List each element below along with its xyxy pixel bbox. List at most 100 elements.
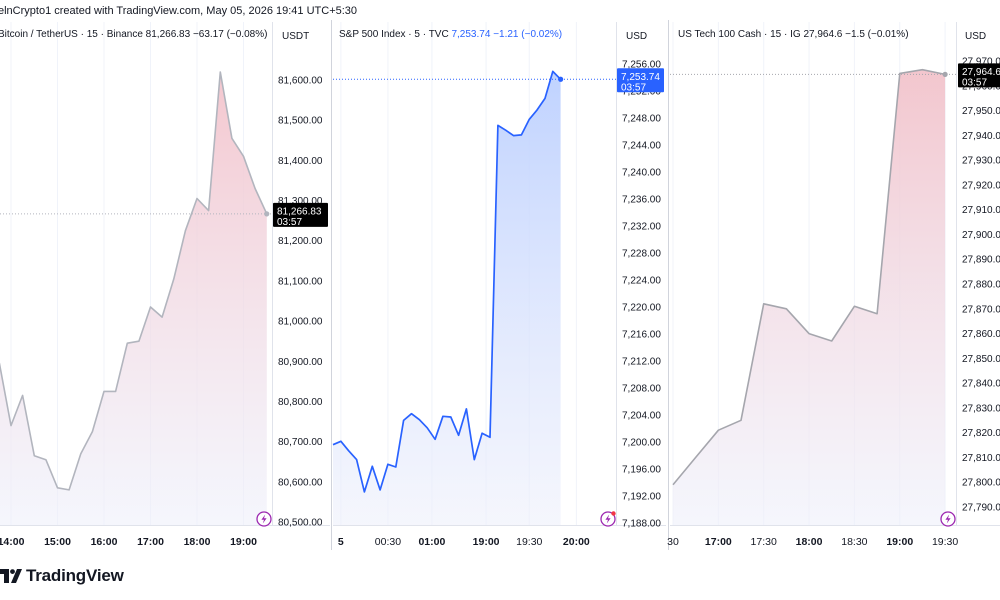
- y-tick-label: 7,256.00: [622, 60, 661, 71]
- last-price-value: 7,253.74: [621, 72, 660, 83]
- y-tick-label: 27,800.0: [962, 478, 1000, 489]
- legend: Bitcoin / TetherUS · 15 · Binance 81,266…: [0, 29, 267, 40]
- lightning-icon[interactable]: [940, 511, 956, 527]
- legend-change: −1.21 (−0.02%): [493, 29, 562, 40]
- bar-countdown: 03:57: [621, 82, 646, 93]
- y-tick-label: 7,212.00: [622, 357, 661, 368]
- y-tick-label: 27,930.0: [962, 156, 1000, 167]
- y-tick-label: 7,200.00: [622, 438, 661, 449]
- y-tick-label: 27,860.0: [962, 329, 1000, 340]
- x-tick-label: 01:00: [418, 536, 445, 548]
- x-tick-label: 19:00: [473, 536, 500, 548]
- y-tick-label: 7,248.00: [622, 114, 661, 125]
- legend: US Tech 100 Cash · 15 · IG 27,964.6 −1.5…: [678, 29, 909, 40]
- legend-last-value: 81,266.83: [146, 29, 193, 40]
- lightning-icon[interactable]: [256, 511, 272, 527]
- legend-change: −1.5 (−0.01%): [845, 29, 908, 40]
- currency-label[interactable]: USD: [965, 31, 986, 42]
- x-tick-label: 00:30: [375, 536, 401, 548]
- y-tick-label: 27,830.0: [962, 403, 1000, 414]
- last-price-label: 27,964.603:57: [958, 63, 1000, 88]
- bar-countdown: 03:57: [277, 217, 302, 228]
- lightning-icon[interactable]: [600, 511, 616, 527]
- lightning-bolt: [945, 514, 951, 524]
- series-line: [672, 68, 946, 486]
- lightning-bolt: [261, 514, 267, 524]
- y-tick-label: 27,810.0: [962, 453, 1000, 464]
- y-tick-label: 27,870.0: [962, 304, 1000, 315]
- currency-label[interactable]: USDT: [282, 31, 309, 42]
- y-tick-label: 7,188.00: [622, 519, 661, 530]
- tradingview-logo-icon: [0, 569, 22, 583]
- y-tick-label: 80,500.00: [278, 518, 323, 529]
- x-tick-label: 18:00: [184, 536, 211, 548]
- y-tick-label: 80,800.00: [278, 397, 323, 408]
- last-price-value: 27,964.6: [962, 67, 1000, 78]
- legend-last-value: 27,964.6: [803, 29, 845, 40]
- y-tick-label: 27,950.0: [962, 106, 1000, 117]
- y-tick-label: 81,300.00: [278, 196, 323, 207]
- y-tick-label: 7,192.00: [622, 492, 661, 503]
- y-tick-label: 81,600.00: [278, 76, 323, 87]
- x-tick-label: 17:30: [751, 536, 777, 548]
- y-tick-label: 27,970.0: [962, 57, 1000, 68]
- tradingview-brand: TradingView: [26, 566, 124, 585]
- last-price-label-bg: [958, 63, 1000, 88]
- x-tick-label: 18:00: [796, 536, 823, 548]
- chart-panel-0: 81,600.0081,500.0081,400.0081,300.0081,2…: [0, 22, 330, 548]
- y-tick-label: 81,500.00: [278, 116, 323, 127]
- x-tick-label: 14:00: [0, 536, 25, 548]
- legend-symbol[interactable]: Bitcoin / TetherUS · 15 · Binance: [0, 29, 146, 40]
- series-area-fill: [673, 69, 946, 525]
- y-tick-label: 80,900.00: [278, 357, 323, 368]
- y-tick-label: 27,940.0: [962, 131, 1000, 142]
- y-tick-label: 7,224.00: [622, 276, 661, 287]
- y-tick-label: 7,220.00: [622, 303, 661, 314]
- x-tick-label: 17:00: [137, 536, 164, 548]
- series-area-fill: [333, 71, 561, 526]
- legend-change: −63.17 (−0.08%): [193, 29, 268, 40]
- x-tick-label: 18:30: [841, 536, 867, 548]
- y-tick-label: 81,400.00: [278, 156, 323, 167]
- charts-svg: 81,600.0081,500.0081,400.0081,300.0081,2…: [0, 20, 1000, 550]
- last-price-label-bg: [273, 202, 328, 227]
- y-tick-label: 7,244.00: [622, 141, 661, 152]
- y-tick-label: 7,208.00: [622, 384, 661, 395]
- charts-container: 81,600.00 81,500.00 81,400.00 81,300.00 81,2…: [0, 20, 1000, 550]
- y-tick-label: 7,240.00: [622, 168, 661, 179]
- y-tick-label: 27,820.0: [962, 428, 1000, 439]
- y-tick-label: 27,880.0: [962, 280, 1000, 291]
- y-tick-label: 27,900.0: [962, 230, 1000, 241]
- y-tick-label: 27,790.0: [962, 503, 1000, 514]
- currency-label[interactable]: USD: [626, 31, 647, 42]
- y-tick-label: 7,204.00: [622, 411, 661, 422]
- legend-symbol[interactable]: US Tech 100 Cash · 15 · IG: [678, 29, 803, 40]
- legend-symbol[interactable]: S&P 500 Index · 5 · TVC: [339, 29, 451, 40]
- y-tick-label: 81,200.00: [278, 236, 323, 247]
- series-line: [0, 71, 268, 491]
- series-line: [332, 70, 562, 493]
- y-tick-label: 7,228.00: [622, 249, 661, 260]
- y-tick-label: 27,920.0: [962, 180, 1000, 191]
- chart-panel-1: 7,256.007,252.007,248.007,244.007,240.00…: [331, 20, 666, 550]
- tradingview-footer: TradingView: [0, 562, 124, 590]
- y-tick-label: 27,890.0: [962, 255, 1000, 266]
- y-tick-label: 81,100.00: [278, 276, 323, 287]
- y-tick-label: 7,232.00: [622, 222, 661, 233]
- chart-credit-header: elnCrypto1 created with TradingView.com,…: [0, 0, 1000, 22]
- last-price-label-bg: [617, 68, 664, 93]
- y-tick-label: 80,600.00: [278, 477, 323, 488]
- last-price-dot: [942, 71, 948, 77]
- legend-last-value: 7,253.74: [451, 29, 493, 40]
- x-tick-label: 17:00: [705, 536, 732, 548]
- y-tick-label: 81,000.00: [278, 317, 323, 328]
- last-price-value: 81,266.83: [277, 206, 322, 217]
- y-tick-label: 7,236.00: [622, 195, 661, 206]
- x-tick-label: 19:00: [886, 536, 913, 548]
- chart-panel-2: 27,970.027,960.027,950.027,940.027,930.0…: [667, 20, 1000, 550]
- y-tick-label: 27,910.0: [962, 205, 1000, 216]
- x-tick-label: 20:00: [563, 536, 590, 548]
- x-tick-label: 5: [338, 536, 344, 548]
- last-price-dot: [558, 76, 564, 82]
